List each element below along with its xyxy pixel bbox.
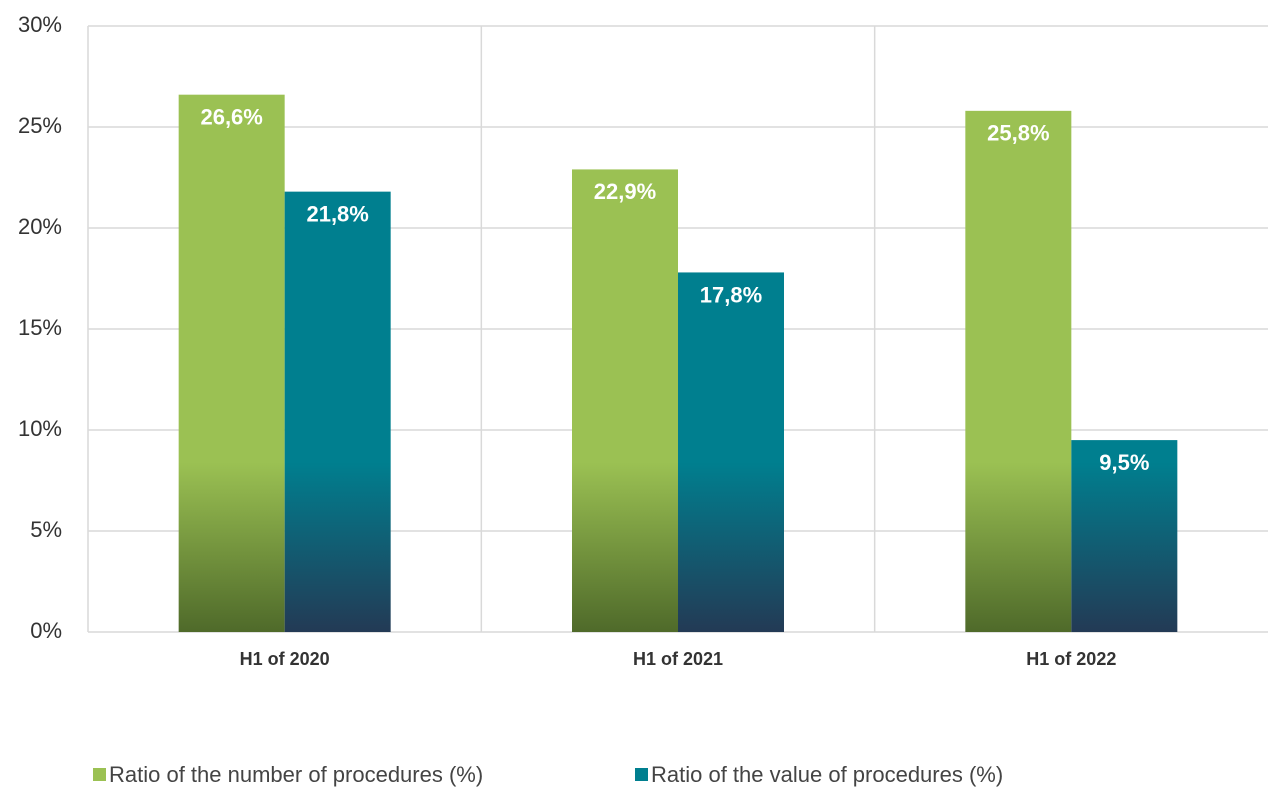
bar bbox=[965, 110, 1072, 633]
bar bbox=[178, 94, 285, 633]
x-tick-label: H1 of 2022 bbox=[1026, 649, 1116, 669]
y-tick-label: 0% bbox=[30, 618, 62, 643]
legend-label: Ratio of the number of procedures (%) bbox=[109, 762, 483, 787]
bar bbox=[284, 191, 391, 632]
data-label: 22,9% bbox=[594, 179, 656, 204]
y-tick-label: 25% bbox=[18, 113, 62, 138]
x-tick-label: H1 of 2020 bbox=[240, 649, 330, 669]
legend-swatch bbox=[635, 768, 648, 781]
y-tick-label: 20% bbox=[18, 214, 62, 239]
data-label: 17,8% bbox=[700, 282, 762, 307]
data-label: 25,8% bbox=[987, 121, 1049, 146]
y-tick-label: 5% bbox=[30, 517, 62, 542]
y-tick-label: 30% bbox=[18, 12, 62, 37]
bar bbox=[1071, 440, 1178, 632]
legend-swatch bbox=[93, 768, 106, 781]
data-label: 9,5% bbox=[1099, 450, 1149, 475]
y-tick-label: 15% bbox=[18, 315, 62, 340]
legend-label: Ratio of the value of procedures (%) bbox=[651, 762, 1003, 787]
data-label: 21,8% bbox=[306, 201, 368, 226]
bar bbox=[572, 169, 678, 633]
bar bbox=[678, 272, 784, 632]
y-tick-label: 10% bbox=[18, 416, 62, 441]
x-tick-label: H1 of 2021 bbox=[633, 649, 723, 669]
data-label: 26,6% bbox=[200, 104, 262, 129]
